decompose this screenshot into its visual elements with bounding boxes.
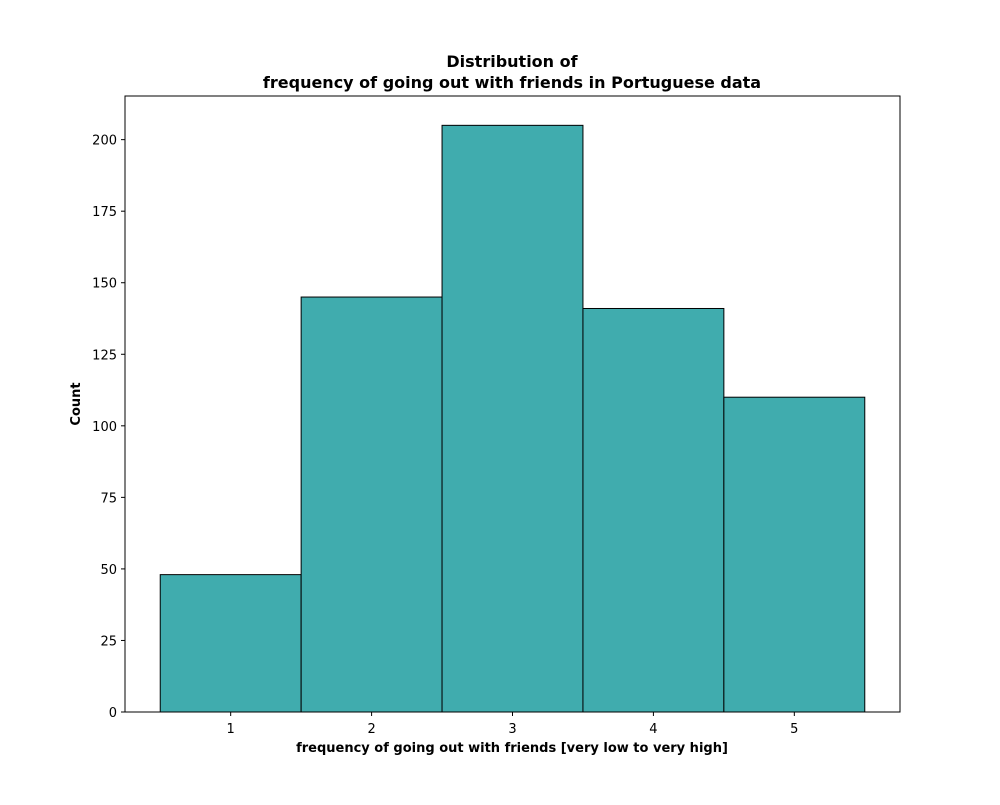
bar-4	[582, 307, 725, 713]
bar-1	[159, 574, 302, 713]
y-tick-label: 75	[100, 491, 117, 506]
bar-2	[300, 296, 443, 713]
y-tick-label: 0	[109, 706, 117, 721]
y-tick-label: 100	[92, 420, 117, 435]
x-tick-label: 4	[649, 722, 657, 737]
y-tick-label: 125	[92, 348, 117, 363]
x-axis-label: frequency of going out with friends [ver…	[296, 741, 728, 756]
y-tick-label: 25	[100, 634, 117, 649]
bar-5	[723, 396, 866, 713]
y-tick-label: 175	[92, 205, 117, 220]
y-tick-label: 50	[100, 563, 117, 578]
y-tick-label: 150	[92, 277, 117, 292]
chart-title-line-2: frequency of going out with friends in P…	[263, 73, 761, 92]
x-tick-label: 5	[790, 722, 798, 737]
y-axis-ticks: 0 25 50 75 100 125 150 175 200	[92, 134, 125, 721]
y-axis-label: Count	[69, 382, 84, 425]
chart-title-line-1: Distribution of	[446, 52, 578, 71]
bars-group	[159, 124, 866, 713]
plot-frame	[124, 95, 901, 713]
x-tick-label: 2	[367, 722, 375, 737]
x-tick-label: 1	[227, 722, 235, 737]
x-tick-label: 3	[508, 722, 516, 737]
y-tick-label: 200	[92, 134, 117, 149]
bar-3	[441, 124, 584, 713]
x-axis-ticks: 1 2 3 4 5	[227, 712, 798, 737]
